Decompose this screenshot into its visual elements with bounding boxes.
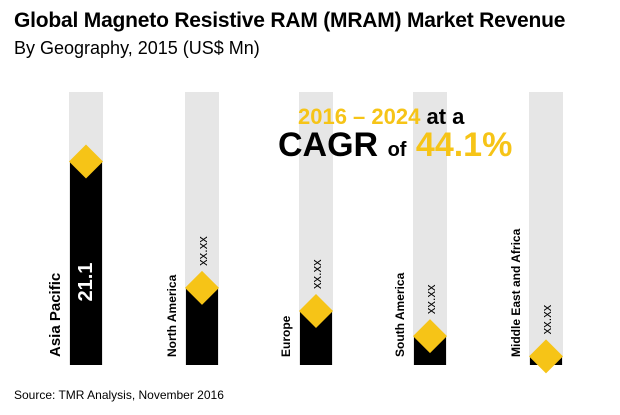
category-label: South America: [393, 272, 407, 357]
cagr-of: of: [387, 139, 407, 161]
category-label: Europe: [279, 315, 293, 357]
source-note: Source: TMR Analysis, November 2016: [14, 388, 224, 402]
bar-marker: [185, 270, 219, 305]
category-label: Middle East and Africa: [509, 228, 523, 357]
data-label: 21.1: [75, 263, 97, 302]
data-label: xx.xx: [539, 304, 554, 334]
data-label: xx.xx: [309, 259, 324, 289]
bar: [70, 161, 102, 365]
category-label: Asia Pacific: [47, 273, 64, 357]
bar-marker: [299, 294, 333, 328]
chart-subtitle: By Geography, 2015 (US$ Mn): [14, 38, 260, 58]
data-label: xx.xx: [423, 284, 438, 314]
bar-marker: [69, 144, 103, 179]
cagr-years-line: 2016 – 2024 at a: [298, 104, 464, 130]
category-label: North America: [165, 274, 179, 357]
chart-title: Global Magneto Resistive RAM (MRAM) Mark…: [14, 9, 566, 32]
bar-marker: [529, 339, 563, 374]
cagr-word: CAGR: [278, 126, 379, 164]
bar-track: [529, 92, 563, 365]
cagr-at-a: at a: [426, 104, 465, 129]
bar-marker: [413, 319, 447, 354]
cagr-rate-line: CAGR of 44.1%: [278, 126, 512, 165]
cagr-rate: 44.1%: [415, 126, 513, 164]
data-label: xx.xx: [195, 236, 210, 266]
cagr-years: 2016 – 2024: [298, 104, 421, 129]
